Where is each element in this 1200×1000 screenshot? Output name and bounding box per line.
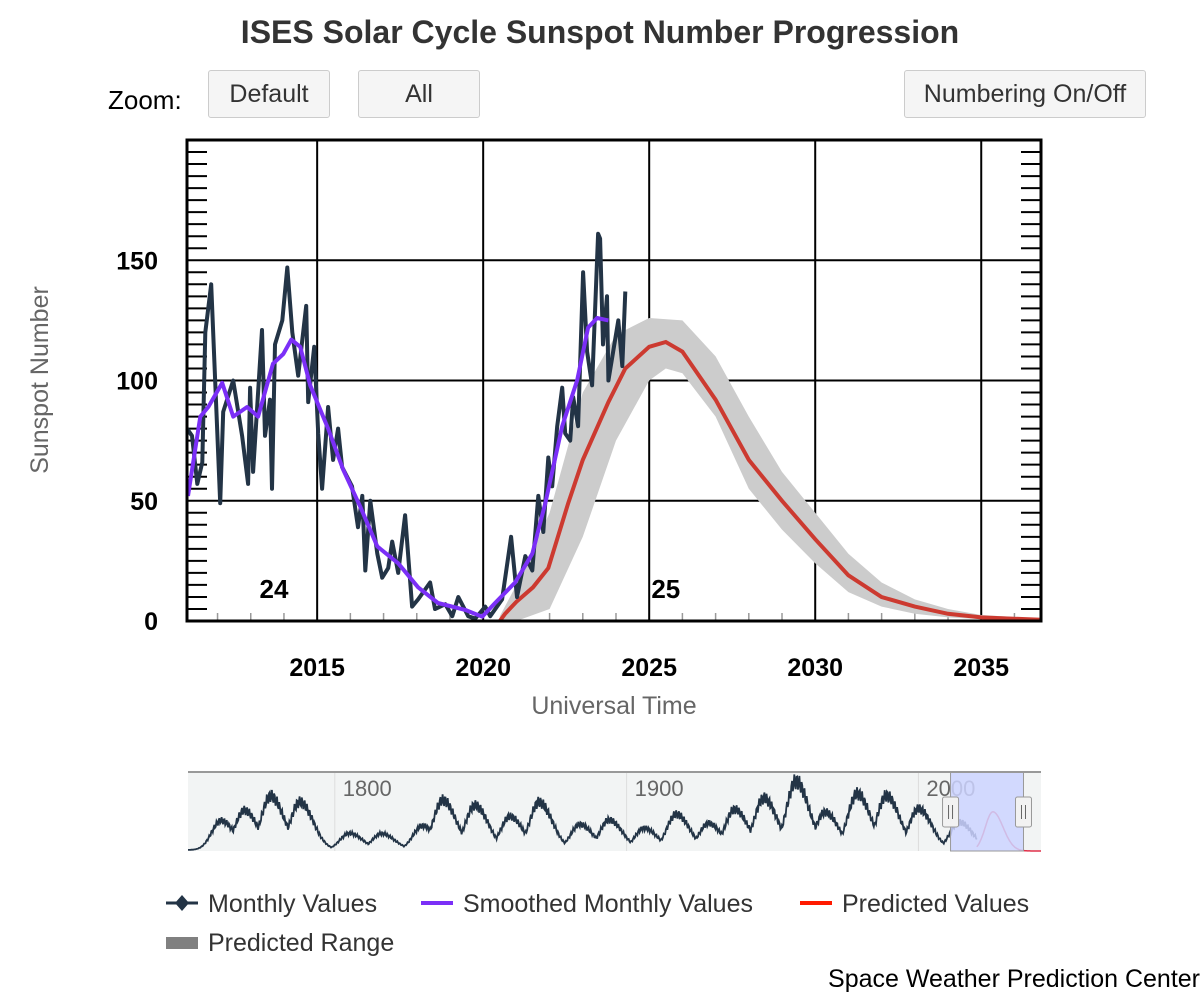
navigator-selection[interactable] (950, 771, 1024, 852)
x-tick-label: 2025 (621, 654, 677, 682)
cycle-label: 24 (260, 574, 289, 604)
y-tick-label: 100 (116, 368, 158, 396)
x-tick-label: 2020 (455, 654, 511, 682)
plot-frame (185, 138, 1043, 623)
grip-icon (1020, 805, 1026, 819)
legend-range-icon (166, 937, 198, 949)
x-tick-label: 2035 (953, 654, 1009, 682)
zoom-default-button[interactable]: Default (208, 70, 330, 118)
x-axis-title: Universal Time (531, 692, 696, 720)
navigator-handle[interactable] (1014, 796, 1032, 828)
y-tick-label: 50 (130, 488, 158, 516)
x-tick-label: 2030 (787, 654, 843, 682)
legend-item[interactable]: Smoothed Monthly Values (463, 890, 753, 918)
legend-item[interactable]: Predicted Values (842, 890, 1029, 918)
grip-icon (948, 805, 954, 819)
cycle-label: 25 (651, 574, 680, 604)
monthly-values-line (185, 231, 628, 621)
y-tick-label: 0 (144, 608, 158, 636)
x-tick-label: 2015 (289, 654, 345, 682)
predicted-values-line (498, 339, 1042, 623)
navigator-handle[interactable] (942, 796, 960, 828)
numbering-toggle-button[interactable]: Numbering On/Off (904, 70, 1146, 118)
predicted-range-band (499, 318, 1041, 621)
legend-item[interactable]: Monthly Values (208, 890, 377, 918)
y-tick-label: 150 (116, 247, 158, 275)
zoom-all-button[interactable]: All (358, 70, 480, 118)
y-axis-title: Sunspot Number (26, 286, 54, 474)
navigator-tick-label: 1900 (635, 776, 684, 801)
navigator-background (188, 772, 1041, 851)
diamond-icon (175, 895, 189, 911)
zoom-label: Zoom: (108, 85, 182, 115)
smoothed-values-line (186, 316, 609, 619)
navigator-tick-label: 1800 (343, 776, 392, 801)
credit-text: Space Weather Prediction Center (828, 965, 1200, 993)
legend-item[interactable]: Predicted Range (208, 929, 394, 957)
chart-title: ISES Solar Cycle Sunspot Number Progress… (240, 14, 960, 50)
navigator-series (188, 774, 978, 851)
